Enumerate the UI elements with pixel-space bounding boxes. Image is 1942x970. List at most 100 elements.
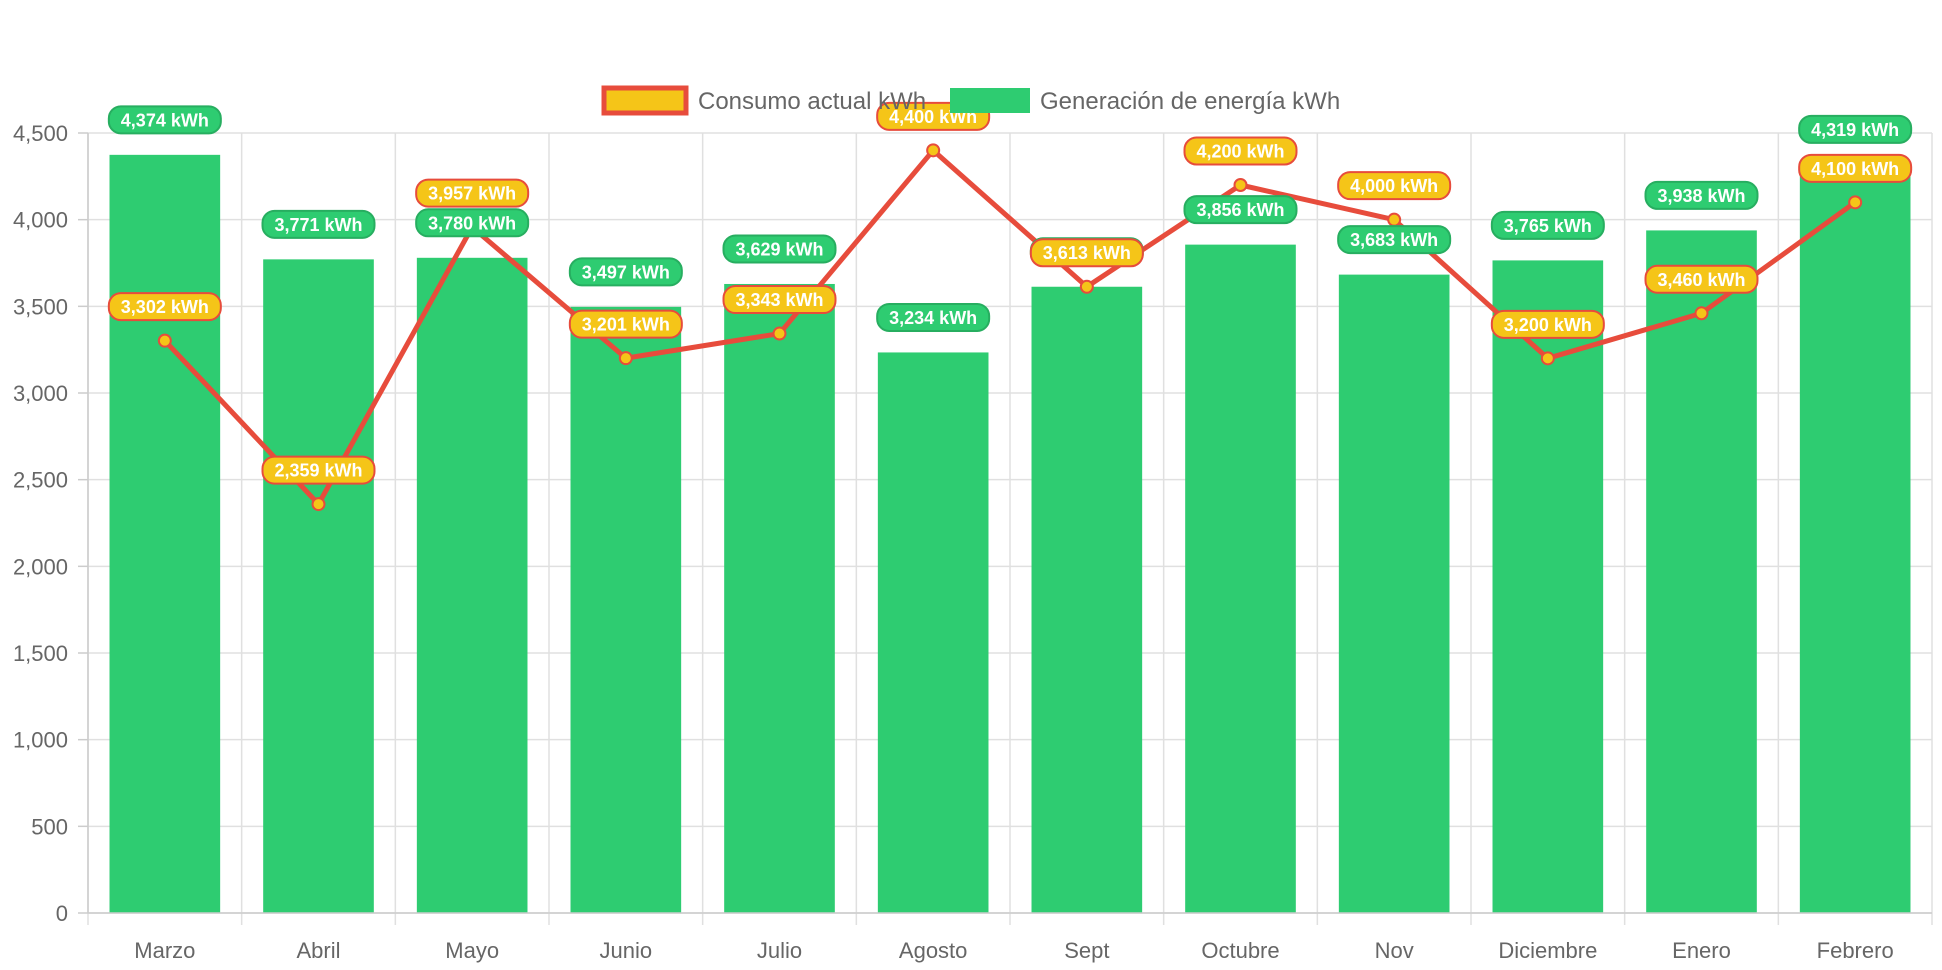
line-value-label: 3,201 kWh (568, 309, 683, 339)
bar-value-label-bg (107, 105, 222, 135)
grid-lines (87, 132, 1933, 925)
bar-value-label-bg (1798, 114, 1913, 144)
x-tick-label: Diciembre (1498, 938, 1597, 963)
bar-value-label: 3,629 kWh (722, 234, 837, 264)
line-value-label-bg (1029, 238, 1144, 268)
line-series-consumo (157, 143, 1863, 512)
line-value-label-bg (415, 178, 530, 208)
line-value-label-bg (1183, 136, 1298, 166)
y-tick-label: 1,500 (13, 641, 68, 666)
legend: Consumo actual kWh Generación de energía… (601, 85, 1340, 116)
line-value-label: 4,100 kWh (1798, 153, 1913, 183)
bar-value-label-text: 4,374 kWh (121, 110, 209, 130)
line-value-label-bg (1644, 264, 1759, 294)
line-value-label: 3,613 kWh (1029, 238, 1144, 268)
bar-value-label-text: 3,938 kWh (1657, 186, 1745, 206)
bar-value-label-text: 3,765 kWh (1504, 216, 1592, 236)
bar-value-label-text: 3,771 kWh (274, 215, 362, 235)
bar-value-label-bg (568, 257, 683, 287)
bar-value-label: 3,765 kWh (1490, 210, 1605, 240)
bar-value-label-bg (1644, 180, 1759, 210)
bar-value-label-bg (722, 234, 837, 264)
line-value-label: 3,200 kWh (1490, 309, 1605, 339)
y-tick-label: 500 (31, 814, 68, 839)
x-tick-label: Nov (1375, 938, 1414, 963)
line-value-label-bg (568, 309, 683, 339)
legend-label-consumo: Consumo actual kWh (698, 88, 926, 115)
y-tick-label: 2,500 (13, 468, 68, 493)
y-tick-label: 4,000 (13, 208, 68, 233)
line-value-label: 3,343 kWh (722, 285, 837, 315)
bar (1031, 286, 1143, 913)
line-point (618, 351, 633, 366)
x-tick-label: Sept (1064, 938, 1109, 963)
bar-value-label-bg (876, 302, 991, 332)
legend-swatch-generacion (950, 88, 1030, 113)
bar (1492, 260, 1604, 913)
line-value-label: 4,200 kWh (1183, 136, 1298, 166)
y-tick-label: 4,500 (13, 121, 68, 146)
line-value-label-text: 3,200 kWh (1504, 315, 1592, 335)
x-tick-label: Enero (1672, 938, 1731, 963)
y-tick-label: 3,000 (13, 381, 68, 406)
data-labels: 4,374 kWh 3,771 kWh 3,780 kWh 3,497 kWh 3,62… (107, 101, 1913, 485)
bar-value-label-text: 3,497 kWh (582, 262, 670, 282)
bar-value-label: 4,374 kWh (107, 105, 222, 135)
consumo-line (163, 147, 1857, 507)
bar-value-label-bg (1490, 210, 1605, 240)
x-tick-label: Abril (296, 938, 340, 963)
line-value-label-bg (1798, 153, 1913, 183)
line-value-label: 2,359 kWh (261, 455, 376, 485)
x-tick-label: Febrero (1817, 938, 1894, 963)
line-value-label-bg (261, 455, 376, 485)
line-value-label-text: 4,100 kWh (1811, 159, 1899, 179)
line-point (926, 143, 941, 158)
bar-value-label-bg (415, 208, 530, 238)
bar-value-label-text: 3,683 kWh (1350, 230, 1438, 250)
bar-value-label: 3,780 kWh (415, 208, 530, 238)
bar-value-label: 3,938 kWh (1644, 180, 1759, 210)
line-point (311, 497, 326, 512)
bar (1646, 230, 1757, 913)
line-value-label-text: 3,201 kWh (582, 315, 670, 335)
bar (724, 283, 835, 913)
y-tick-label: 1,000 (13, 728, 68, 753)
bar-value-label: 3,683 kWh (1337, 225, 1452, 255)
legend-swatch-consumo (601, 85, 689, 116)
x-tick-label: Marzo (134, 938, 195, 963)
line-point (772, 326, 787, 341)
line-value-label-text: 4,200 kWh (1196, 142, 1284, 162)
bar (1185, 244, 1296, 914)
y-tick-label: 2,000 (13, 554, 68, 579)
line-value-label: 3,957 kWh (415, 178, 530, 208)
line-value-label-bg (722, 285, 837, 315)
bar-value-label-text: 3,856 kWh (1196, 200, 1284, 220)
line-point (1694, 306, 1709, 321)
x-tick-label: Junio (600, 938, 653, 963)
bar-value-label: 3,771 kWh (261, 209, 376, 239)
bar-value-label: 3,856 kWh (1183, 195, 1298, 225)
bar-value-label: 3,234 kWh (876, 302, 991, 332)
bar-value-label-text: 3,234 kWh (889, 308, 977, 328)
line-value-label-text: 3,343 kWh (735, 290, 823, 310)
line-point (1079, 279, 1094, 294)
bar-value-label-bg (1337, 225, 1452, 255)
x-tick-label: Mayo (445, 938, 499, 963)
x-tick-label: Agosto (899, 938, 968, 963)
bar-value-label-text: 3,629 kWh (735, 239, 823, 259)
line-value-label-text: 3,302 kWh (121, 297, 209, 317)
bar (877, 352, 989, 913)
bar-value-label-text: 3,780 kWh (428, 213, 516, 233)
line-value-label-text: 3,460 kWh (1657, 270, 1745, 290)
line-point (1848, 195, 1863, 210)
bar (263, 259, 374, 913)
line-value-label-text: 3,957 kWh (428, 184, 516, 204)
y-tick-label: 0 (56, 901, 68, 926)
line-point (1540, 351, 1555, 366)
bar-value-label-bg (261, 209, 376, 239)
bar-value-label: 4,319 kWh (1798, 114, 1913, 144)
x-tick-label: Julio (757, 938, 802, 963)
bar (570, 306, 682, 913)
bar-value-label-bg (1183, 195, 1298, 225)
